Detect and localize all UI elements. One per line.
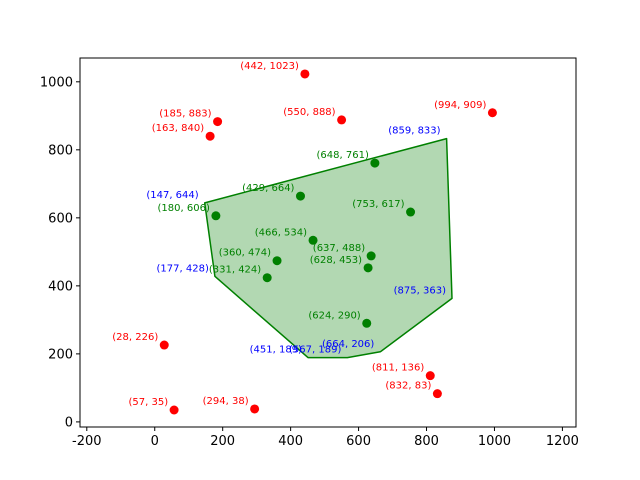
x-tick-label: 1200 xyxy=(546,434,579,449)
inside-point xyxy=(363,263,373,273)
x-tick-label: 0 xyxy=(151,434,159,449)
y-tick-label: 400 xyxy=(48,279,73,294)
outside-point-label: (550, 888) xyxy=(283,107,335,118)
y-tick-label: 800 xyxy=(48,143,73,158)
inside-point xyxy=(295,191,305,201)
inside-point-label: (360, 474) xyxy=(219,248,271,259)
outside-point-label: (57, 35) xyxy=(128,397,168,408)
x-tick-label: 400 xyxy=(278,434,303,449)
hull-vertex-label: (875, 363) xyxy=(394,285,446,296)
hull-vertex-label: (567, 189) xyxy=(289,345,341,356)
inside-point-label: (648, 761) xyxy=(317,150,369,161)
hull-layer xyxy=(203,137,453,359)
inside-point xyxy=(406,207,416,217)
y-tick-label: 1000 xyxy=(40,75,73,90)
inside-point-label: (628, 453) xyxy=(310,255,362,266)
x-tick-label: -200 xyxy=(72,434,102,449)
outside-point xyxy=(487,108,497,118)
inside-point xyxy=(211,211,221,221)
outside-point xyxy=(425,371,435,381)
inside-point xyxy=(272,256,282,266)
plot-frame xyxy=(79,57,577,428)
hull-polygon xyxy=(203,137,453,359)
outside-point-label: (811, 136) xyxy=(372,363,424,374)
outside-point-label: (832, 83) xyxy=(385,381,431,392)
outside-point xyxy=(213,117,223,127)
inside-point-label: (753, 617) xyxy=(352,199,404,210)
outside-point xyxy=(159,340,169,350)
hull-vertex-label: (147, 644) xyxy=(146,190,198,201)
hull-vertex-label: (859, 833) xyxy=(388,126,440,137)
x-tick-label: 600 xyxy=(346,434,371,449)
x-tick-label: 800 xyxy=(414,434,439,449)
outside-point xyxy=(337,115,347,125)
labels-layer: (442, 1023) (185, 883) (550, 888) (994, 909… xyxy=(112,61,486,408)
inside-point xyxy=(366,251,376,261)
outside-point-label: (163, 840) xyxy=(152,123,204,134)
y-tick-label: 200 xyxy=(48,347,73,362)
inside-point-label: (466, 534) xyxy=(255,227,307,238)
outside-point-label: (185, 883) xyxy=(159,109,211,120)
outside-point-label: (294, 38) xyxy=(203,396,249,407)
points-layer xyxy=(159,69,497,415)
outside-point xyxy=(250,404,260,414)
x-tick-label: 200 xyxy=(210,434,235,449)
inside-point-label: (624, 290) xyxy=(308,310,360,321)
x-tick-label: 1000 xyxy=(478,434,511,449)
outside-point-label: (994, 909) xyxy=(434,100,486,111)
inside-point-label: (429, 664) xyxy=(242,183,294,194)
inside-point-label: (637, 488) xyxy=(313,243,365,254)
outside-point xyxy=(432,389,442,399)
inside-point xyxy=(262,273,272,283)
inside-point xyxy=(308,235,318,245)
inside-point xyxy=(362,318,372,328)
y-tick-label: 0 xyxy=(65,415,73,430)
y-tick-label: 600 xyxy=(48,211,73,226)
outside-point xyxy=(205,131,215,141)
outside-point xyxy=(300,69,310,79)
hull-vertex-label: (664, 206) xyxy=(322,339,374,350)
inside-point xyxy=(370,158,380,168)
outside-point-label: (28, 226) xyxy=(112,332,158,343)
hull-vertex-label: (451, 189) xyxy=(250,345,302,356)
hull-vertex-label: (177, 428) xyxy=(157,263,209,274)
axes-layer: -200 0 200 400 600 800 1000 1200 0 200 400 600 800 10… xyxy=(40,75,579,449)
outside-point xyxy=(169,405,179,415)
outside-point-label: (442, 1023) xyxy=(240,61,299,72)
inside-point-label: (331, 424) xyxy=(209,265,261,276)
inside-point-label: (180, 606) xyxy=(158,203,210,214)
